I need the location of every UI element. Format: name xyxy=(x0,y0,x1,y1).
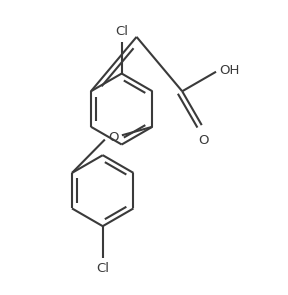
Text: OH: OH xyxy=(219,64,240,77)
Text: O: O xyxy=(108,131,119,144)
Text: O: O xyxy=(199,134,209,147)
Text: Cl: Cl xyxy=(96,262,109,275)
Text: Cl: Cl xyxy=(115,25,128,38)
